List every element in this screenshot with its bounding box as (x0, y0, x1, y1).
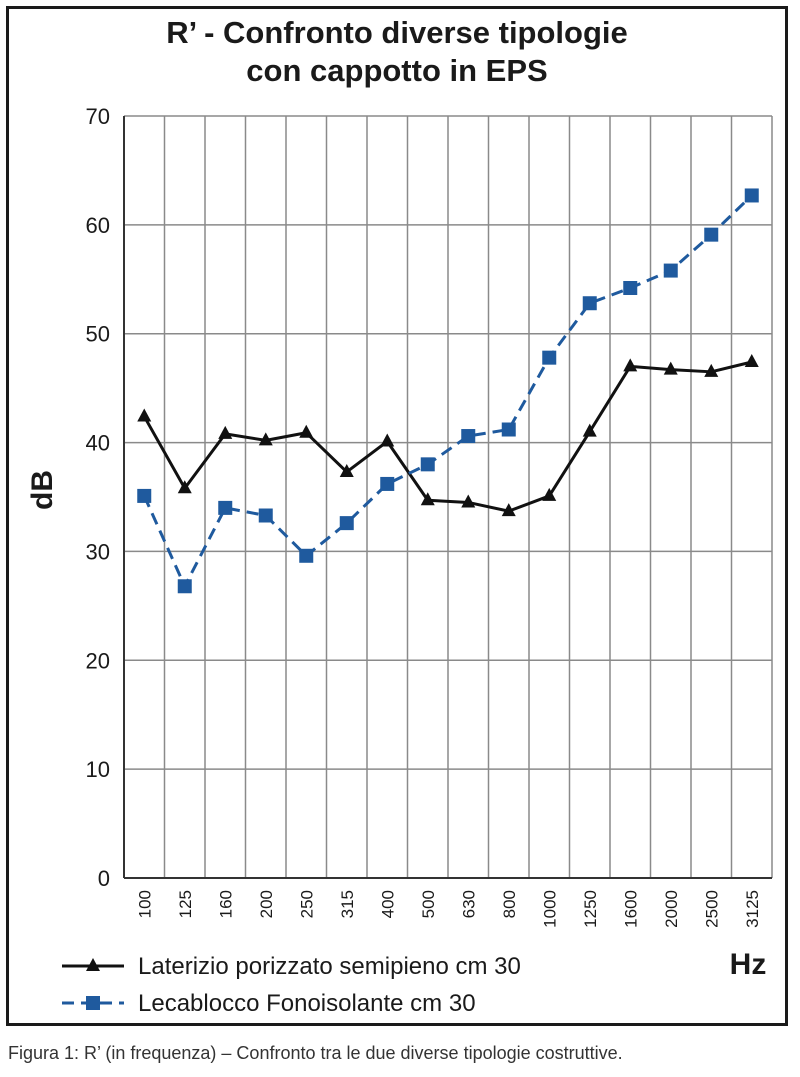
legend-marker-triangle (86, 958, 100, 971)
x-tick-label: 630 (459, 890, 478, 918)
data-point-triangle (704, 363, 719, 377)
data-point-square (137, 488, 152, 503)
data-point-square (704, 227, 719, 242)
data-point-square (299, 548, 314, 563)
series-2 (137, 188, 759, 594)
x-tick-label: 2000 (662, 890, 681, 928)
legend-marker-square (86, 996, 100, 1010)
y-tick-label: 70 (86, 104, 110, 129)
x-tick-label: 800 (500, 890, 519, 918)
data-point-square (744, 188, 759, 203)
x-tick-label: 160 (216, 890, 235, 918)
y-tick-label: 0 (98, 866, 110, 891)
chart-frame (6, 6, 788, 1026)
x-tick-label: 3125 (743, 890, 762, 928)
data-point-triangle (663, 361, 678, 375)
x-tick-label: 500 (419, 890, 438, 918)
data-point-square (420, 457, 435, 472)
data-point-triangle (744, 354, 759, 368)
legend-label: Laterizio porizzato semipieno cm 30 (138, 953, 521, 980)
data-point-square (623, 280, 638, 295)
axes: 0 10 20 30 40 50 60 70 100 125 160 200 250 315 400 500 6… (86, 104, 772, 928)
data-point-square (461, 429, 476, 444)
series-1 (137, 354, 759, 517)
y-tick-label: 20 (86, 648, 110, 673)
y-tick-label: 60 (86, 213, 110, 238)
figure-caption: Figura 1: R’ (in frequenza) – Confronto … (8, 1043, 623, 1063)
x-tick-label: 125 (176, 890, 195, 918)
x-tick-label: 1250 (581, 890, 600, 928)
data-point-triangle (137, 408, 152, 422)
x-tick-label: 400 (378, 890, 397, 918)
series-layer (137, 188, 759, 594)
x-axis-label: Hz (730, 948, 767, 981)
data-point-triangle (461, 494, 476, 508)
legend-label: Lecablocco Fonoisolante cm 30 (138, 990, 476, 1017)
x-tick-label: 100 (135, 890, 154, 918)
grid (123, 115, 773, 879)
data-point-square (339, 516, 354, 531)
x-tick-label: 250 (297, 890, 316, 918)
legend-item: Laterizio porizzato semipieno cm 30 (62, 953, 521, 980)
x-tick-label: 315 (338, 890, 357, 918)
data-point-triangle (339, 463, 354, 477)
chart-title-line-2: con cappotto in EPS (246, 53, 548, 88)
series-line (142, 194, 753, 588)
data-point-triangle (501, 503, 516, 517)
series-line (142, 360, 753, 513)
legend: Laterizio porizzato semipieno cm 30 Lecab… (62, 953, 521, 1017)
legend-item: Lecablocco Fonoisolante cm 30 (62, 990, 476, 1017)
data-point-triangle (582, 423, 597, 437)
chart-title: R’ - Confronto diverse tipologie con cap… (0, 14, 794, 90)
y-tick-label: 50 (86, 322, 110, 347)
data-point-triangle (623, 358, 638, 372)
y-axis-label: dB (26, 470, 59, 510)
data-point-square (177, 579, 192, 594)
data-point-triangle (299, 424, 314, 438)
data-point-triangle (380, 433, 395, 447)
data-point-square (542, 350, 557, 365)
x-tick-label: 1600 (621, 890, 640, 928)
x-tick-label: 1000 (540, 890, 559, 928)
x-tick-label: 200 (257, 890, 276, 918)
y-tick-label: 40 (86, 431, 110, 456)
data-point-square (501, 422, 516, 437)
y-tick-label: 30 (86, 539, 110, 564)
y-tick-label: 10 (86, 757, 110, 782)
data-point-square (663, 263, 678, 278)
data-point-square (380, 476, 395, 491)
data-point-square (218, 500, 233, 515)
data-point-triangle (258, 432, 273, 446)
data-point-square (582, 296, 597, 311)
data-point-triangle (420, 492, 435, 506)
x-tick-label: 2500 (702, 890, 721, 928)
data-point-triangle (218, 425, 233, 439)
data-point-triangle (177, 480, 192, 494)
chart-title-line-1: R’ - Confronto diverse tipologie (166, 15, 628, 50)
data-point-square (258, 508, 273, 523)
data-point-triangle (542, 487, 557, 501)
